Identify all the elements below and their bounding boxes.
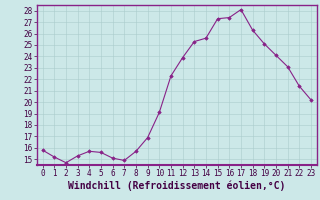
X-axis label: Windchill (Refroidissement éolien,°C): Windchill (Refroidissement éolien,°C) [68, 181, 285, 191]
